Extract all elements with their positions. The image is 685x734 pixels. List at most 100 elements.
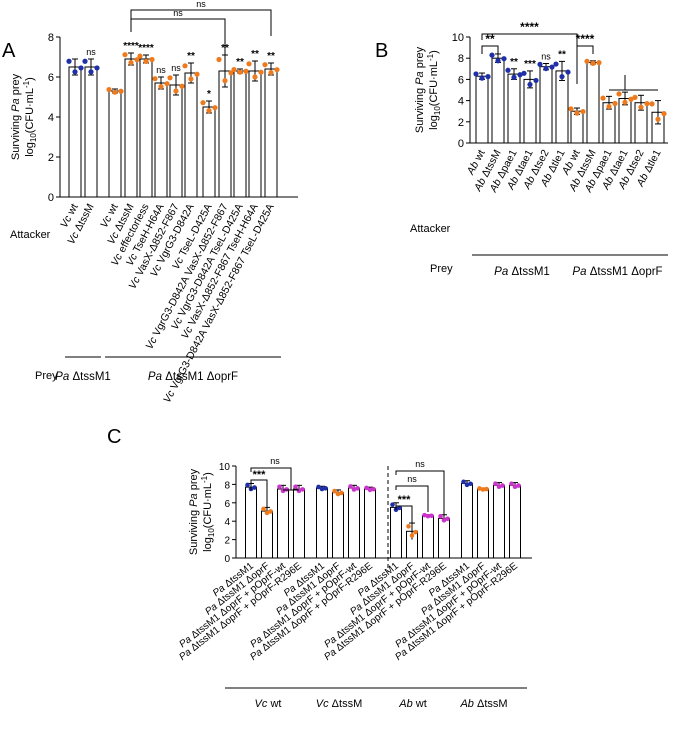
panel-a-point xyxy=(78,65,84,71)
panel-c-bracket-label: *** xyxy=(398,494,412,506)
panel-b-y-tick-label: 6 xyxy=(458,74,464,86)
panel-c-bar xyxy=(332,492,344,559)
panel-b-bar xyxy=(491,57,505,144)
panel-a-point xyxy=(152,76,158,82)
panel-b-y-tick-label: 8 xyxy=(458,53,464,65)
panel-c-point xyxy=(323,485,328,491)
panel-c-point xyxy=(268,509,273,514)
panel-c-point xyxy=(441,517,447,523)
panel-a-point xyxy=(252,74,258,80)
panel-c-point xyxy=(509,481,514,486)
panel-a-point xyxy=(228,70,234,76)
panel-a-point xyxy=(258,69,264,75)
panel-a-point xyxy=(122,52,128,58)
panel-a-y-tick-label: 6 xyxy=(48,72,54,84)
panel-c-point xyxy=(351,487,357,492)
panel-b-point xyxy=(565,69,571,75)
panel-c-point xyxy=(371,486,376,492)
panel-a-point xyxy=(112,89,118,95)
panel-b-point xyxy=(596,60,602,66)
panel-letter-c: C xyxy=(107,426,121,448)
panel-b-bracket xyxy=(481,33,578,84)
panel-a-point xyxy=(128,60,134,66)
panel-c-bar xyxy=(509,484,521,559)
panel-c-point xyxy=(445,516,450,522)
panel-b-bracket-label: **** xyxy=(520,20,539,34)
panel-c-point xyxy=(413,529,418,535)
panel-a-point xyxy=(268,70,274,76)
panel-c-point xyxy=(367,487,373,493)
panel-b-point xyxy=(559,74,565,80)
panel-a-sig-label: **** xyxy=(138,43,154,54)
panel-a-point xyxy=(94,65,100,71)
panel-a-y-tick-label: 4 xyxy=(48,112,54,124)
panel-b-point xyxy=(649,101,655,107)
panel-b-bar xyxy=(570,110,584,144)
panel-b-bar xyxy=(555,70,569,144)
panel-a-bar xyxy=(108,90,122,198)
panel-c-y-tick-label: 4 xyxy=(224,517,230,528)
panel-c-point xyxy=(464,482,470,488)
panel-c-bar xyxy=(461,482,473,559)
panel-b-point xyxy=(661,111,667,117)
panel-b-point xyxy=(473,71,479,77)
panel-b-sig-label: ** xyxy=(558,49,566,60)
panel-a-ylabel-line2: log10(CFU·mL-1) xyxy=(22,77,38,157)
panel-b-prey-label: Prey xyxy=(430,263,453,275)
panel-b-sig-label: ** xyxy=(510,57,518,68)
panel-b-ylabel-line2: log10(CFU·mL-1) xyxy=(426,50,442,130)
panel-c-point xyxy=(461,479,466,485)
panel-b-sig-label: *** xyxy=(524,59,536,70)
panel-c-point xyxy=(493,481,498,486)
panel-c-bracket xyxy=(395,485,429,512)
panel-a-bar xyxy=(154,82,168,198)
panel-c-group-label: Ab ΔtssM xyxy=(459,698,507,710)
panel-c-point xyxy=(277,484,282,490)
panel-c-y-tick-label: 0 xyxy=(224,554,230,565)
panel-a-bar xyxy=(218,70,232,198)
panel-c-bracket-label: ns xyxy=(270,456,280,466)
panel-b-point xyxy=(655,116,661,122)
panel-a-point xyxy=(246,61,252,67)
panel-c-bar xyxy=(438,517,450,559)
panel-a-point xyxy=(274,67,280,73)
panel-b-ylabel-line1: Surviving Pa prey xyxy=(414,46,426,133)
panel-b-bar xyxy=(586,61,600,144)
panel-b-point xyxy=(612,100,618,107)
panel-a-point xyxy=(88,69,94,75)
panel-a-sig-label: * xyxy=(207,89,211,100)
panel-c-group-label: Vc ΔtssM xyxy=(316,698,362,710)
panel-a-bracket-label: ns xyxy=(196,0,206,9)
panel-c-point xyxy=(300,487,305,492)
panel-a-point xyxy=(106,86,112,93)
panel-a-sig-label: **** xyxy=(123,41,139,52)
panel-c-point xyxy=(319,486,325,492)
panel-c-y-tick-label: 8 xyxy=(224,480,230,491)
panel-a-point xyxy=(143,58,149,64)
panel-a-bar xyxy=(184,72,198,198)
panel-c-bracket-label: ns xyxy=(415,459,425,469)
panel-c-point xyxy=(252,485,257,490)
panel-b-bracket xyxy=(481,45,499,54)
panel-c-bracket xyxy=(250,467,299,491)
panel-b-point xyxy=(638,104,644,110)
panel-a-prey-label: Prey xyxy=(35,370,58,382)
panel-a-point xyxy=(118,88,124,94)
panel-c-point xyxy=(264,510,270,516)
panel-c-point xyxy=(425,513,431,519)
panel-b-point xyxy=(574,110,580,116)
panel-a-point xyxy=(158,84,164,90)
panel-c-bar xyxy=(493,484,505,559)
panel-a-sig-label: ns xyxy=(156,65,166,75)
panel-a-point xyxy=(206,108,212,114)
panel-b-bracket-spread xyxy=(609,75,658,91)
panel-a-y-tick-label: 8 xyxy=(48,32,54,44)
panel-c-bracket xyxy=(395,470,445,515)
panel-a-point xyxy=(66,58,72,64)
panel-a-point xyxy=(216,56,222,63)
panel-b-y-tick-label: 10 xyxy=(452,32,464,44)
panel-c-bar xyxy=(422,515,434,559)
panel-b-point xyxy=(549,64,555,70)
panel-c-point xyxy=(480,487,486,492)
panel-a-sig-label: ns xyxy=(171,63,181,73)
